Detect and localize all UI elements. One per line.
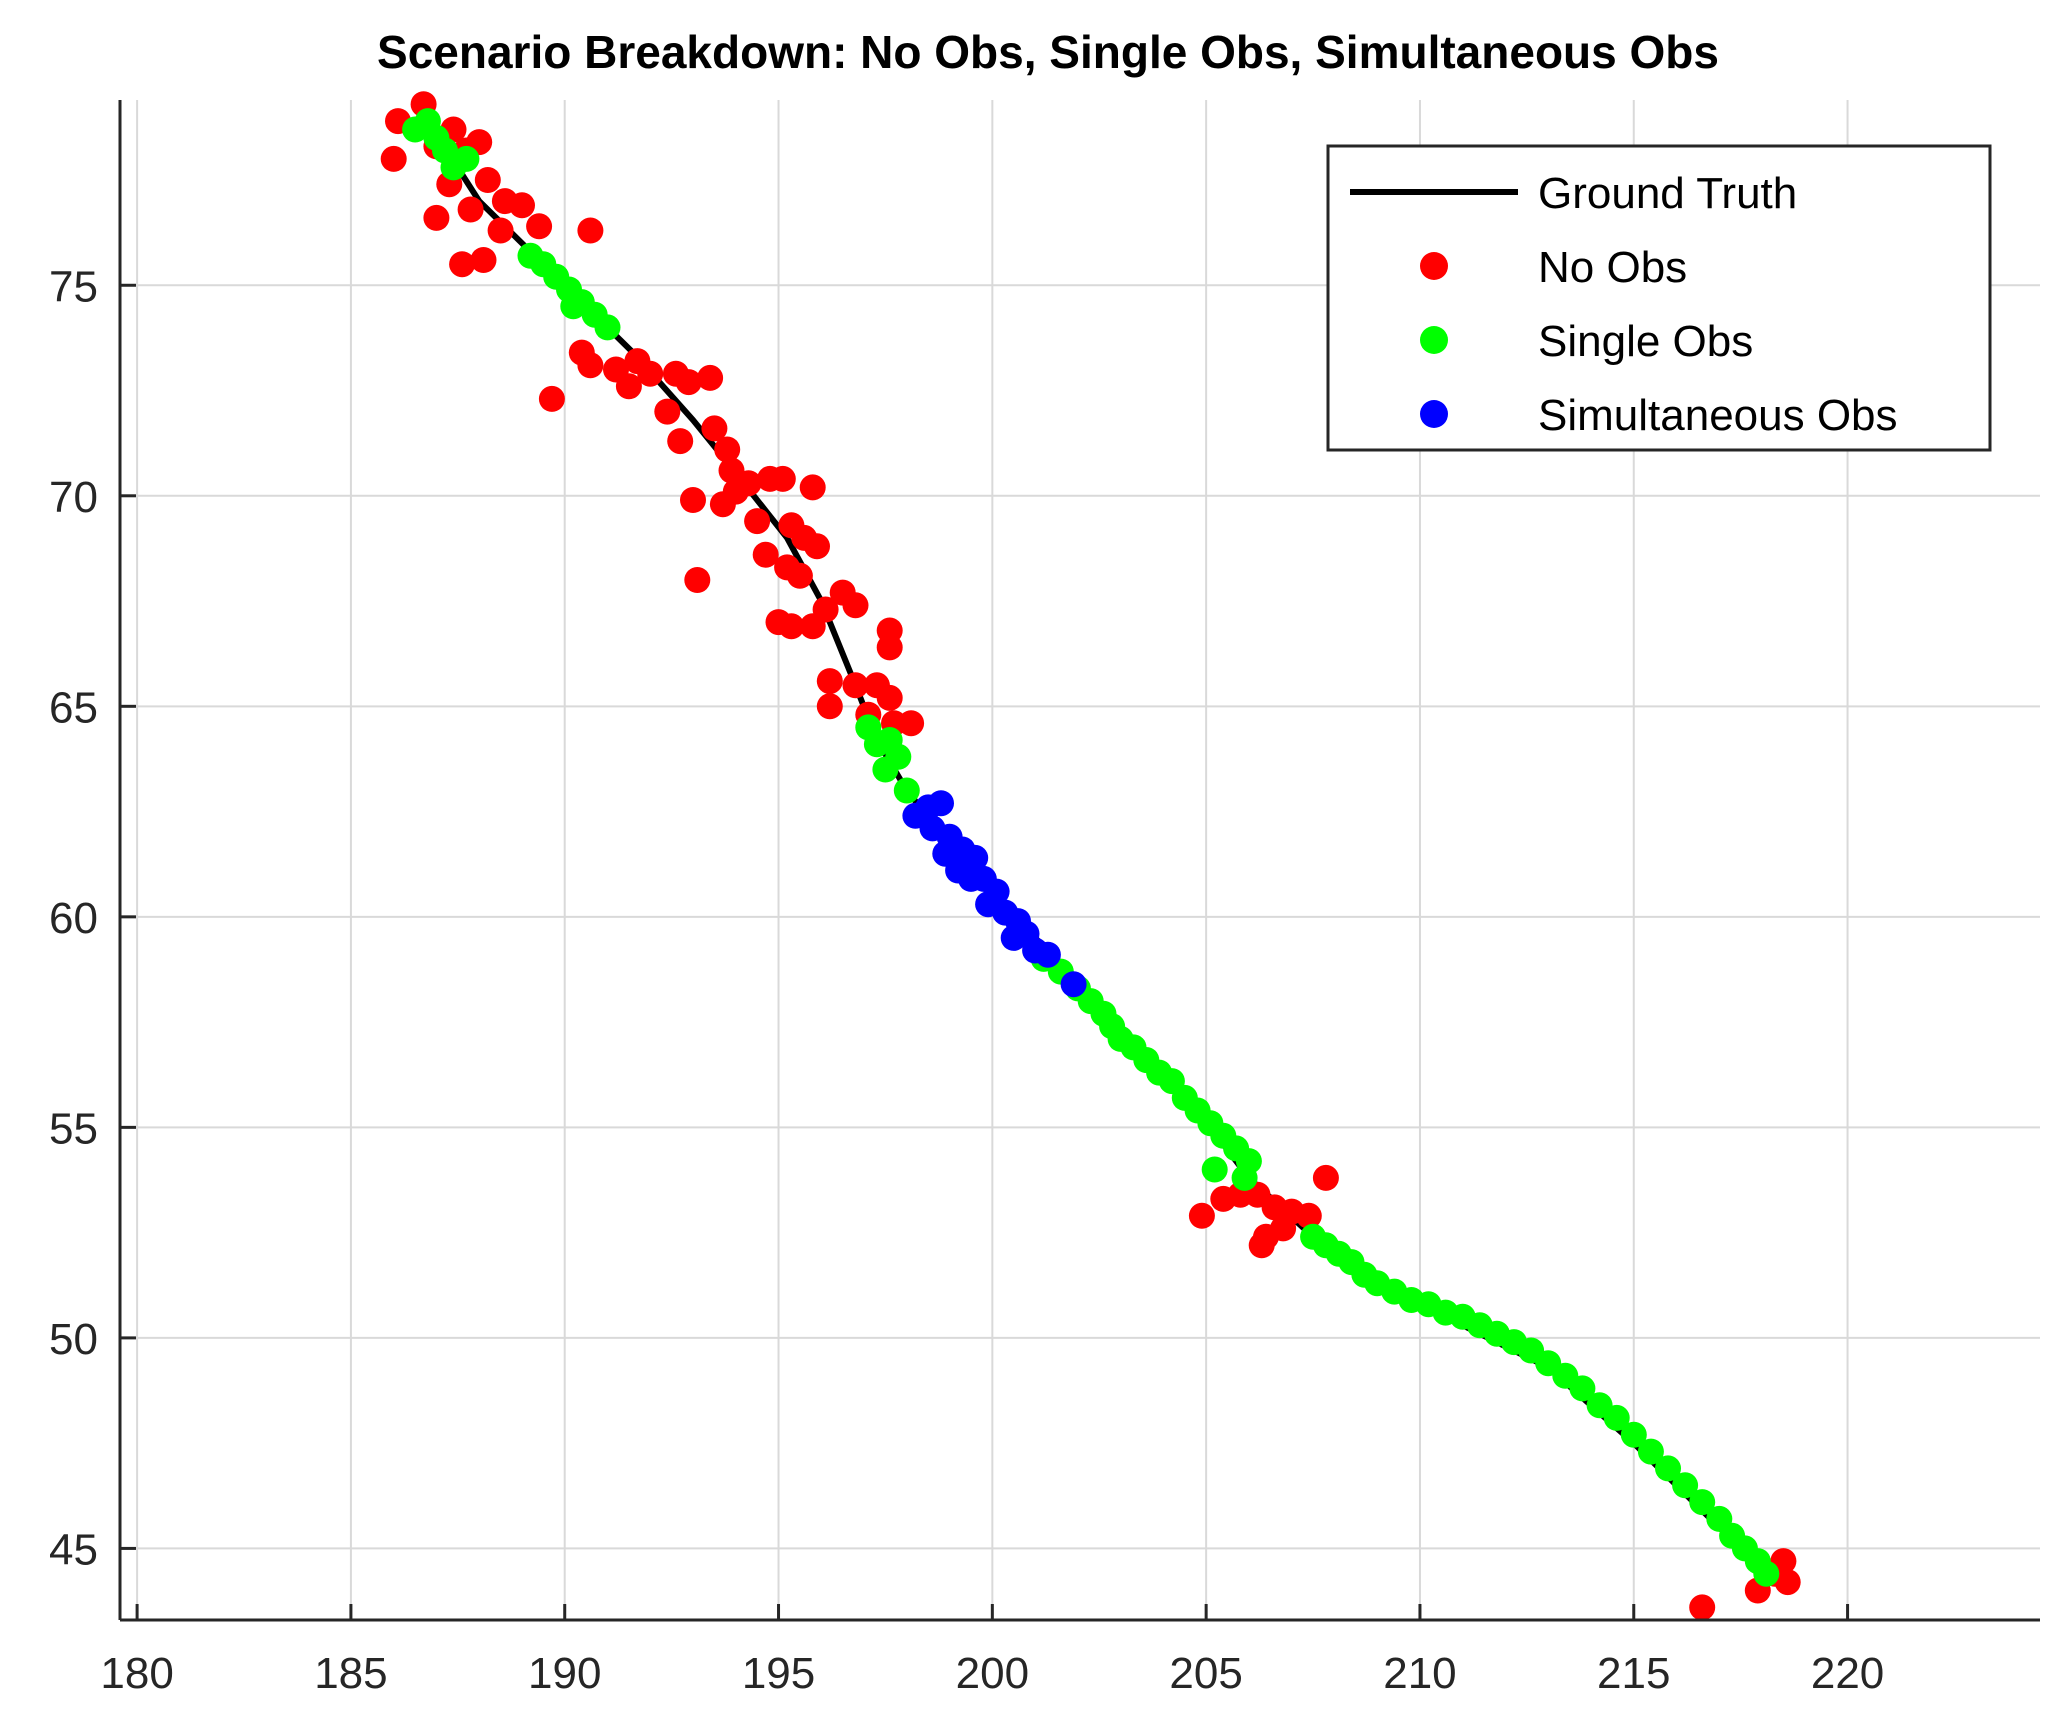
legend-simultaneous-obs-swatch [1420,400,1448,428]
x-tick-label: 215 [1597,1649,1670,1698]
single-obs-point [1620,1421,1647,1448]
no-obs-point [487,217,514,244]
single-obs-point [1672,1472,1699,1499]
no-obs-point [457,196,484,223]
no-obs-point [722,478,749,505]
no-obs-point [680,487,706,513]
chart-title: Scenario Breakdown: No Obs, Single Obs, … [377,26,1719,78]
single-obs-point [560,293,587,320]
single-obs-point [1655,1455,1681,1482]
no-obs-point [637,360,664,387]
no-obs-point [804,533,830,560]
single-obs-point [872,756,899,783]
no-obs-point [799,474,826,501]
no-obs-point [577,217,604,244]
legend-no-obs-label: No Obs [1538,243,1687,292]
legend-simultaneous-obs-label: Simultaneous Obs [1538,391,1898,440]
simultaneous-obs-point [958,865,984,892]
legend: Ground Truth No Obs Single Obs Simultaneous… [1326,144,1992,452]
no-obs-point [615,373,642,400]
single-obs-point [1689,1489,1716,1516]
no-obs-point [675,369,702,396]
no-obs-point [778,613,805,640]
x-tick-label: 185 [314,1649,387,1698]
single-obs-point [594,314,621,341]
y-tick-label: 70 [49,473,98,522]
no-obs-point [509,192,535,219]
no-obs-point [1689,1594,1716,1621]
legend-box [1326,144,1992,452]
no-obs-point [684,567,711,593]
simultaneous-obs-point [1000,924,1027,951]
no-obs-point [842,672,869,699]
no-obs-point [538,385,565,412]
x-tick-label: 205 [1169,1649,1242,1698]
no-obs-point [1312,1164,1339,1191]
no-obs-point [799,613,826,640]
x-tick-label: 190 [528,1649,601,1698]
no-obs-point [474,167,501,193]
no-obs-point [1774,1569,1801,1596]
no-obs-point [380,145,407,172]
no-obs-point [876,684,903,711]
x-tick-label: 220 [1811,1649,1884,1698]
no-obs-point [1295,1202,1322,1229]
no-obs-point [769,465,796,492]
simultaneous-obs-point [1034,941,1061,968]
y-tick-label: 45 [49,1525,98,1574]
no-obs-point [714,436,741,463]
simultaneous-obs-point [928,790,954,817]
no-obs-point [744,508,771,535]
no-obs-point [898,710,925,737]
no-obs-point [667,428,694,455]
single-obs-point [453,145,480,172]
y-tick-label: 75 [49,262,98,311]
no-obs-point [842,592,869,619]
y-tick-label: 55 [49,1104,98,1153]
no-obs-point [816,693,843,720]
legend-single-obs-swatch [1420,326,1448,354]
x-tick-label: 180 [100,1649,173,1698]
no-obs-point [577,352,604,379]
scatter-points-layer [380,91,1801,1621]
no-obs-point [1248,1232,1275,1259]
no-obs-point [816,668,843,695]
axes [118,100,2040,1622]
legend-no-obs-swatch [1420,252,1448,280]
single-obs-point [1231,1164,1258,1191]
x-tick-label: 195 [742,1649,815,1698]
single-obs-point [1753,1560,1780,1587]
legend-single-obs-label: Single Obs [1538,317,1753,366]
legend-ground-truth-label: Ground Truth [1538,169,1797,218]
single-obs-point [1603,1404,1630,1431]
y-tick-label: 65 [49,683,98,732]
no-obs-point [1188,1202,1215,1229]
simultaneous-obs-point [1060,971,1087,998]
single-obs-point [893,777,920,804]
y-tick-label: 60 [49,894,98,943]
x-tick-label: 210 [1383,1649,1456,1698]
no-obs-point [786,562,813,589]
no-obs-point [876,634,903,661]
single-obs-point [1637,1438,1664,1465]
no-obs-point [697,364,724,391]
x-tick-label: 200 [956,1649,1029,1698]
no-obs-point [526,213,553,240]
single-obs-point [1201,1156,1228,1183]
y-tick-label: 50 [49,1315,98,1364]
single-obs-point [1569,1375,1596,1402]
grid-lines [120,100,2040,1620]
no-obs-point [423,204,450,231]
no-obs-point [654,398,681,425]
no-obs-point [449,251,476,278]
no-obs-point [701,415,728,442]
tick-labels: 180 185 190 195 200 205 210 215 220 45 50 55 60 65 70 7… [49,262,1884,1698]
no-obs-point [752,541,779,568]
no-obs-point [470,247,497,273]
